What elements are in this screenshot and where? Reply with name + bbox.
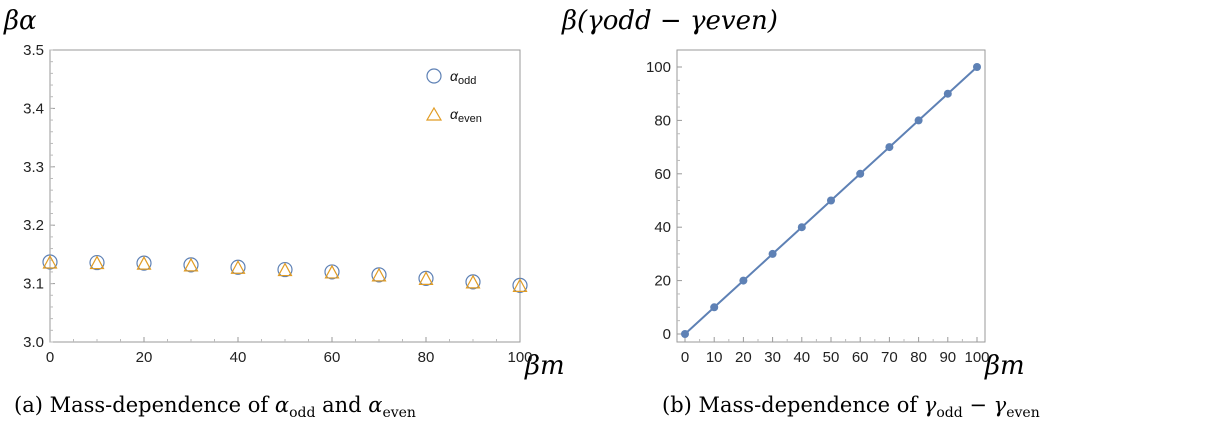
legend-circle-marker — [426, 68, 442, 84]
panel-a-caption: (a) Mass-dependence of αodd and αeven — [14, 393, 416, 421]
data-point — [827, 196, 835, 205]
panel-b-x-tick-label: 30 — [764, 349, 781, 366]
panel-a-x-tick-label: 40 — [230, 349, 247, 366]
data-point — [710, 303, 719, 312]
panel-a-frame — [49, 49, 521, 343]
data-point — [943, 89, 952, 98]
panel-b-x-tick-label: 80 — [910, 349, 927, 366]
panel-b-x-tick-label: 60 — [852, 349, 869, 366]
panel-b-x-tick-label: 0 — [681, 349, 689, 366]
panel-b-x-axis-label: βm — [984, 351, 1025, 381]
data-point — [856, 169, 865, 178]
data-point-even — [512, 278, 528, 292]
panel-b-x-tick-label: 100 — [964, 349, 989, 366]
data-point — [768, 249, 777, 258]
panel-b-y-tick-label: 20 — [654, 273, 671, 290]
data-point — [797, 223, 806, 232]
panel-a-y-tick-label: 3.2 — [23, 217, 44, 234]
data-point — [885, 143, 894, 152]
panel-b-x-tick-label: 50 — [823, 349, 840, 366]
panel-b-x-tick-label: 40 — [793, 349, 810, 366]
panel-b-x-tick-label: 10 — [706, 349, 723, 366]
panel-b-y-tick-label: 40 — [654, 219, 671, 236]
legend-label-odd: αodd — [450, 68, 476, 87]
legend-label-even: αeven — [450, 106, 482, 125]
data-point-even — [136, 255, 152, 270]
data-point-even — [418, 271, 434, 285]
panel-a-y-axis-label: βα — [3, 6, 37, 36]
panel-b-y-tick-label: 0 — [663, 326, 671, 343]
panel-a-y-tick-label: 3.0 — [23, 334, 44, 351]
data-point-even — [324, 264, 340, 279]
panel-a-x-tick-label: 60 — [324, 349, 341, 366]
panel-b-caption: (b) Mass-dependence of γodd − γeven — [662, 393, 1040, 421]
panel-a-x-tick-label: 80 — [418, 349, 435, 366]
data-point-even — [371, 267, 387, 282]
panel-a-legend: αodd αeven — [425, 68, 482, 125]
data-point — [914, 116, 923, 125]
panel-a-x-axis-label: βm — [524, 351, 565, 381]
data-point — [973, 63, 981, 71]
panel-b-y-tick-label: 100 — [646, 59, 671, 76]
panel-a-y-tick-label: 3.3 — [23, 159, 44, 176]
panel-b-y-tick-label: 80 — [654, 112, 671, 129]
panel-a-x-tick-label: 20 — [136, 349, 153, 366]
data-point-even — [42, 254, 58, 269]
data-point-even — [183, 257, 199, 272]
panel-b-chart: β(γodd − γeven) βm 0 10 20 30 40 50 60 70 80 90 10… — [561, 6, 1040, 421]
panel-a-y-tick-label: 3.5 — [23, 42, 44, 59]
data-point — [681, 330, 689, 338]
panel-b-y-tick-label: 60 — [654, 166, 671, 183]
panel-a-x-tick-label: 0 — [46, 349, 54, 366]
panel-b-x-tick-label: 90 — [939, 349, 956, 366]
data-point-even — [465, 274, 481, 289]
data-point-even — [89, 255, 105, 270]
data-point-even — [277, 262, 293, 277]
panel-b-x-tick-label: 20 — [735, 349, 752, 366]
panel-b-x-tick-label: 70 — [881, 349, 898, 366]
data-point-even — [230, 259, 246, 274]
panel-a-y-tick-label: 3.1 — [23, 276, 44, 293]
legend-triangle-marker — [425, 106, 443, 121]
panel-a-x-tick-label: 100 — [507, 349, 532, 366]
panel-a-y-tick-label: 3.4 — [23, 100, 44, 117]
data-point — [739, 276, 748, 285]
panel-a-chart: βα βm 0 20 40 60 80 100 3.0 3.1 3.2 3.3 3.4 3.5 αod… — [3, 6, 565, 421]
panel-b-y-axis-label: β(γodd − γeven) — [561, 6, 778, 36]
